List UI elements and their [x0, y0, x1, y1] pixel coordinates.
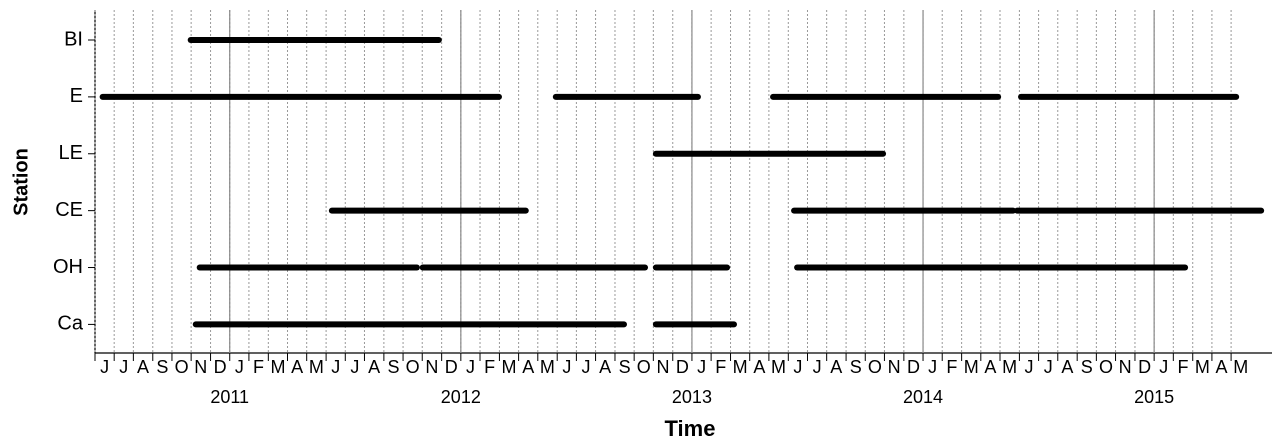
month-tick-label: O — [637, 357, 651, 377]
year-tick-label: 2014 — [903, 387, 943, 407]
month-tick-label: J — [928, 357, 937, 377]
month-tick-label: A — [291, 357, 303, 377]
month-tick-label: S — [850, 357, 862, 377]
x-axis-title: Time — [665, 416, 716, 441]
month-tick-label: A — [599, 357, 611, 377]
month-tick-label: M — [1233, 357, 1248, 377]
month-tick-label: A — [1061, 357, 1073, 377]
year-tick-label: 2012 — [441, 387, 481, 407]
month-tick-label: A — [830, 357, 842, 377]
month-tick-label: J — [582, 357, 591, 377]
month-tick-label: J — [1159, 357, 1168, 377]
month-tick-label: N — [194, 357, 207, 377]
month-tick-label: F — [1177, 357, 1188, 377]
month-tick-label: M — [771, 357, 786, 377]
month-tick-label: M — [540, 357, 555, 377]
month-tick-label: J — [235, 357, 244, 377]
month-tick-label: O — [868, 357, 882, 377]
month-tick-label: D — [445, 357, 458, 377]
month-tick-label: A — [137, 357, 149, 377]
month-tick-label: D — [676, 357, 689, 377]
month-tick-label: A — [984, 357, 996, 377]
month-tick-label: N — [1119, 357, 1132, 377]
year-tick-label: 2015 — [1134, 387, 1174, 407]
month-tick-label: J — [331, 357, 340, 377]
month-tick-label: S — [1081, 357, 1093, 377]
month-tick-label: J — [466, 357, 475, 377]
y-tick-label: CE — [55, 199, 83, 221]
month-tick-label: M — [1002, 357, 1017, 377]
y-tick-label: BI — [64, 28, 83, 50]
month-tick-label: D — [907, 357, 920, 377]
month-tick-label: A — [368, 357, 380, 377]
month-tick-label: N — [425, 357, 438, 377]
y-tick-label: LE — [59, 142, 83, 164]
month-tick-label: O — [175, 357, 189, 377]
month-tick-label: M — [502, 357, 517, 377]
month-tick-label: N — [888, 357, 901, 377]
month-tick-label: A — [1216, 357, 1228, 377]
month-tick-label: J — [119, 357, 128, 377]
month-tick-label: S — [387, 357, 399, 377]
month-tick-label: J — [100, 357, 109, 377]
month-tick-label: M — [964, 357, 979, 377]
year-tick-label: 2013 — [672, 387, 712, 407]
month-tick-label: N — [656, 357, 669, 377]
month-tick-label: D — [214, 357, 227, 377]
month-tick-label: F — [715, 357, 726, 377]
y-axis-title: Station — [10, 148, 32, 216]
month-tick-label: O — [1099, 357, 1113, 377]
month-tick-label: F — [253, 357, 264, 377]
month-tick-label: J — [813, 357, 822, 377]
month-tick-label: M — [309, 357, 324, 377]
month-tick-label: A — [753, 357, 765, 377]
month-tick-label: M — [270, 357, 285, 377]
month-tick-label: J — [793, 357, 802, 377]
month-tick-label: M — [1195, 357, 1210, 377]
month-tick-label: O — [406, 357, 420, 377]
y-tick-label: OH — [53, 256, 83, 278]
year-tick-label: 2011 — [210, 387, 249, 407]
y-tick-label: Ca — [57, 313, 83, 335]
month-tick-label: F — [946, 357, 957, 377]
month-tick-label: M — [733, 357, 748, 377]
y-tick-label: E — [70, 85, 83, 107]
month-tick-label: J — [1025, 357, 1034, 377]
month-tick-label: J — [1044, 357, 1053, 377]
month-tick-label: A — [522, 357, 534, 377]
month-tick-label: J — [350, 357, 359, 377]
month-tick-label: D — [1138, 357, 1151, 377]
month-tick-label: F — [484, 357, 495, 377]
month-tick-label: S — [619, 357, 631, 377]
month-tick-label: J — [697, 357, 706, 377]
month-tick-label: S — [156, 357, 168, 377]
month-tick-label: J — [562, 357, 571, 377]
